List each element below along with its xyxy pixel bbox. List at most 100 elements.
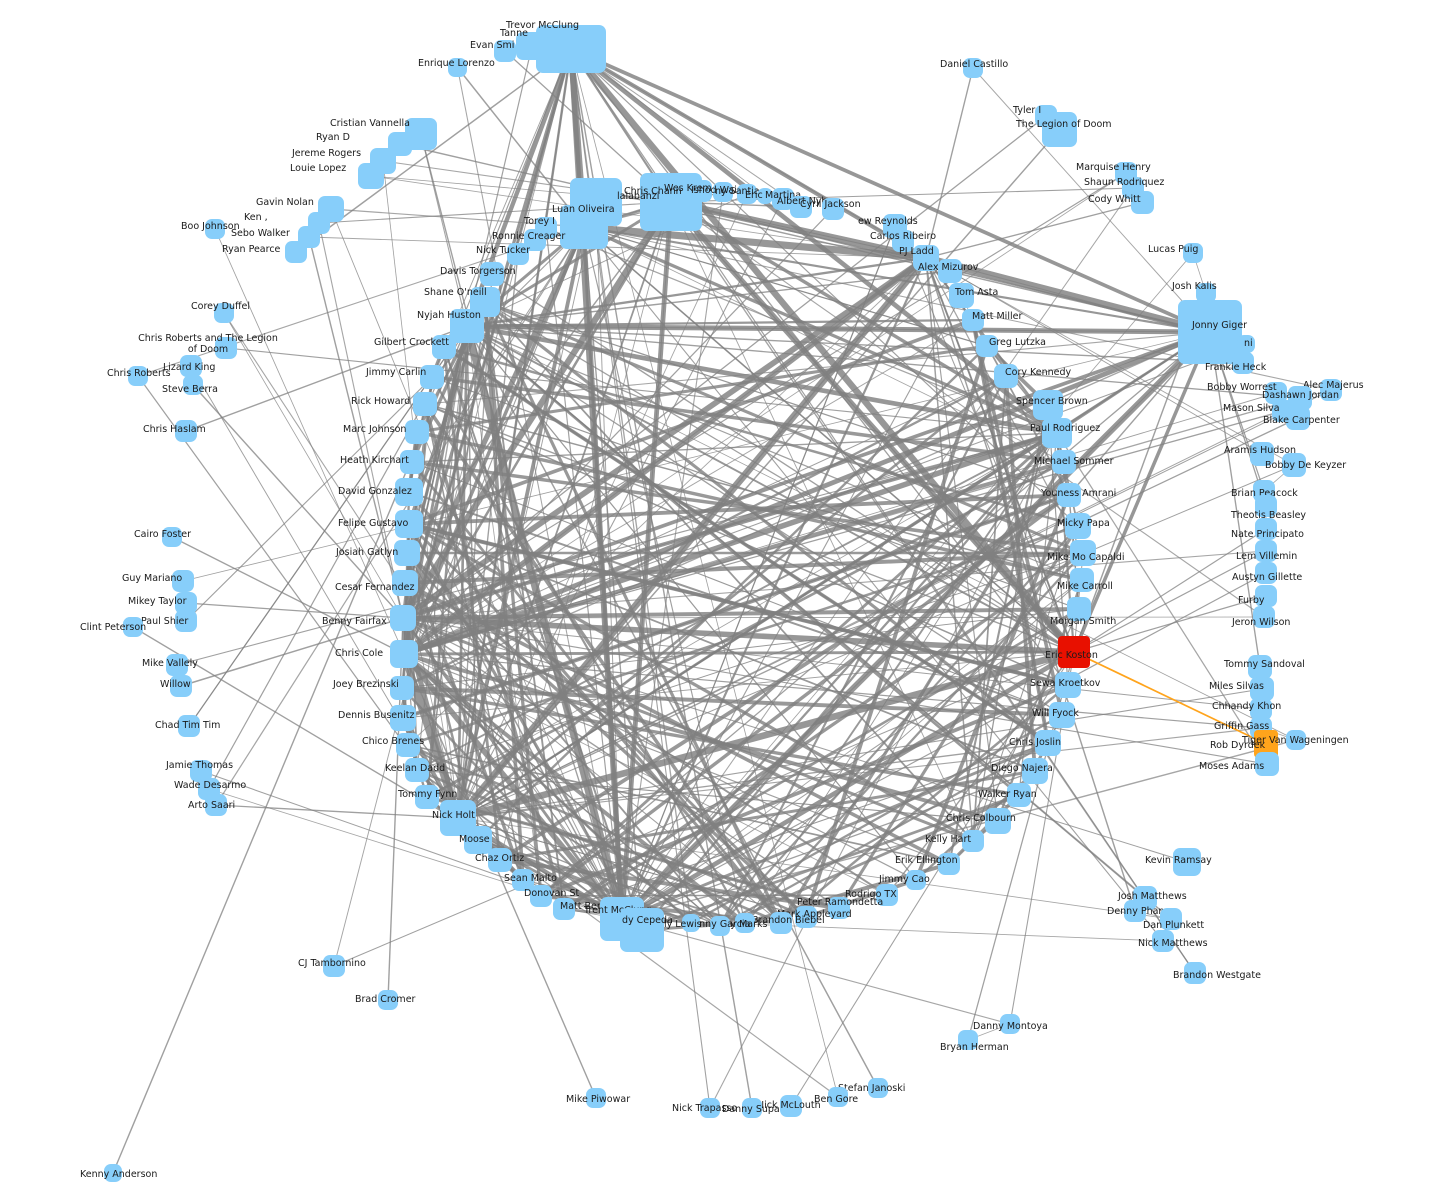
graph-node[interactable]	[1248, 655, 1272, 679]
graph-node[interactable]	[507, 243, 529, 265]
graph-node[interactable]	[795, 906, 817, 928]
graph-node[interactable]	[396, 733, 420, 757]
graph-node[interactable]	[892, 230, 914, 252]
graph-node[interactable]	[620, 908, 664, 952]
graph-node[interactable]	[700, 1098, 720, 1118]
graph-node[interactable]	[962, 309, 984, 331]
graph-node[interactable]	[1250, 698, 1272, 720]
graph-node[interactable]	[710, 916, 730, 936]
graph-node[interactable]	[420, 365, 444, 389]
graph-node[interactable]	[392, 570, 418, 596]
graph-node[interactable]	[985, 808, 1011, 834]
graph-node[interactable]	[488, 848, 512, 872]
graph-node[interactable]	[1282, 453, 1306, 477]
graph-node[interactable]	[1057, 483, 1081, 507]
graph-node[interactable]	[822, 198, 844, 220]
graph-node[interactable]	[682, 914, 700, 932]
graph-node[interactable]	[190, 760, 212, 782]
graph-node[interactable]	[772, 188, 794, 210]
graph-node[interactable]	[172, 570, 194, 592]
graph-node[interactable]	[205, 794, 227, 816]
graph-node[interactable]	[1286, 730, 1306, 750]
graph-node[interactable]	[162, 527, 182, 547]
graph-node[interactable]	[1250, 442, 1274, 466]
graph-node[interactable]	[530, 885, 552, 907]
graph-node[interactable]	[1042, 418, 1072, 448]
graph-node[interactable]	[949, 283, 974, 308]
graph-node[interactable]	[405, 420, 429, 444]
graph-node[interactable]	[1042, 112, 1077, 147]
graph-node[interactable]	[1067, 597, 1091, 621]
graph-node[interactable]	[1124, 900, 1146, 922]
graph-node[interactable]	[1058, 636, 1090, 668]
graph-node[interactable]	[183, 375, 203, 395]
graph-node[interactable]	[1286, 406, 1310, 430]
graph-node[interactable]	[323, 955, 345, 977]
graph-node[interactable]	[1173, 848, 1201, 876]
graph-node[interactable]	[1237, 335, 1255, 353]
graph-node[interactable]	[480, 262, 504, 286]
graph-node[interactable]	[516, 32, 548, 60]
graph-node[interactable]	[868, 1078, 888, 1098]
graph-node[interactable]	[175, 592, 197, 614]
graph-node[interactable]	[358, 163, 384, 189]
graph-node[interactable]	[962, 830, 984, 852]
graph-node[interactable]	[1183, 243, 1203, 263]
graph-node[interactable]	[205, 219, 225, 239]
graph-node[interactable]	[175, 420, 197, 442]
graph-node[interactable]	[175, 610, 197, 632]
graph-node[interactable]	[1178, 300, 1242, 364]
graph-node[interactable]	[450, 309, 484, 343]
graph-node[interactable]	[1255, 495, 1277, 517]
graph-node[interactable]	[1052, 450, 1076, 474]
graph-node[interactable]	[1070, 568, 1094, 592]
graph-node[interactable]	[1152, 930, 1174, 952]
graph-node[interactable]	[170, 675, 192, 697]
graph-node[interactable]	[913, 245, 939, 271]
graph-node[interactable]	[1253, 606, 1275, 628]
graph-node[interactable]	[1049, 702, 1075, 728]
graph-node[interactable]	[1055, 672, 1081, 698]
graph-node[interactable]	[390, 605, 416, 631]
graph-node[interactable]	[395, 510, 423, 538]
graph-node[interactable]	[742, 1098, 762, 1118]
graph-node[interactable]	[1255, 562, 1277, 584]
graph-node[interactable]	[1022, 758, 1048, 784]
graph-node[interactable]	[512, 869, 534, 891]
graph-node[interactable]	[1035, 730, 1061, 756]
graph-node[interactable]	[1320, 379, 1342, 401]
graph-node[interactable]	[976, 335, 998, 357]
graph-node[interactable]	[285, 241, 307, 263]
graph-node[interactable]	[1255, 752, 1279, 776]
graph-node[interactable]	[448, 58, 467, 77]
graph-node[interactable]	[828, 897, 850, 919]
graph-node[interactable]	[1065, 513, 1091, 539]
graph-node[interactable]	[1232, 352, 1254, 374]
graph-node[interactable]	[214, 303, 234, 323]
graph-node[interactable]	[780, 1095, 802, 1117]
graph-node[interactable]	[1007, 783, 1031, 807]
graph-node[interactable]	[405, 758, 429, 782]
graph-node[interactable]	[180, 355, 202, 377]
graph-node[interactable]	[737, 184, 757, 204]
graph-node[interactable]	[378, 990, 398, 1010]
graph-node[interactable]	[123, 617, 143, 637]
graph-node[interactable]	[400, 450, 424, 474]
graph-node[interactable]	[464, 826, 492, 854]
graph-node[interactable]	[1070, 540, 1096, 566]
graph-node[interactable]	[1131, 191, 1154, 214]
graph-node[interactable]	[906, 870, 926, 890]
graph-node[interactable]	[690, 180, 712, 202]
graph-node[interactable]	[1255, 518, 1277, 540]
graph-node[interactable]	[876, 884, 898, 906]
graph-node[interactable]	[963, 58, 983, 78]
graph-node[interactable]	[553, 898, 575, 920]
graph-node[interactable]	[828, 1087, 848, 1107]
graph-node[interactable]	[1250, 677, 1274, 701]
graph-node[interactable]	[958, 1030, 978, 1050]
graph-node[interactable]	[390, 676, 414, 700]
graph-node[interactable]	[757, 188, 773, 204]
graph-node[interactable]	[770, 912, 792, 934]
graph-node[interactable]	[790, 196, 812, 218]
graph-node[interactable]	[1033, 390, 1063, 420]
